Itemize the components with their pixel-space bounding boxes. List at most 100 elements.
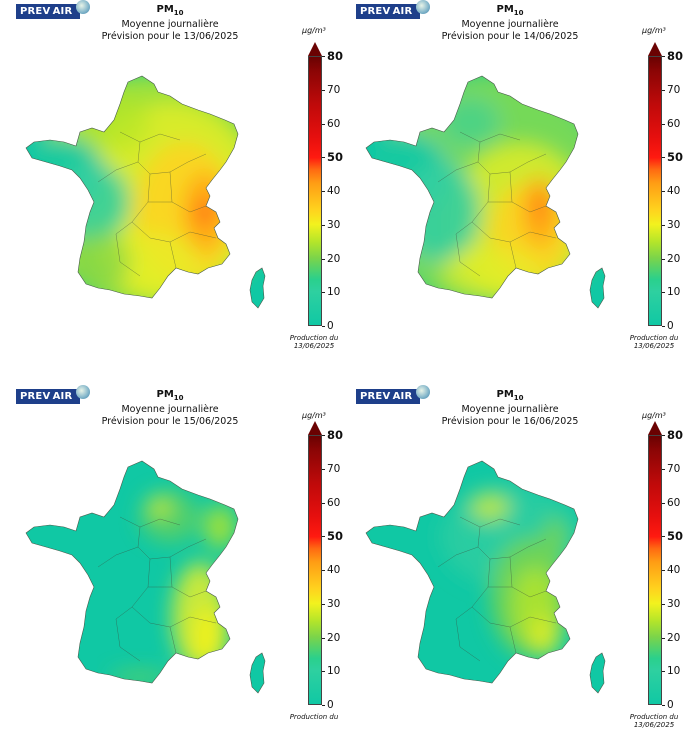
- prevair-logo: PREV AIR: [16, 0, 90, 19]
- colorbar-tick-label: 50: [667, 150, 684, 165]
- colorbar-tick-mark: [662, 637, 665, 639]
- colorbar-tick-mark: [662, 258, 665, 260]
- colorbar-tick-label: 10: [327, 286, 341, 299]
- france-pm10-map: [365, 460, 606, 694]
- corsica-outline: [249, 267, 266, 309]
- colorbar: 80 70 60 50 40 30 20 10 0: [308, 421, 343, 710]
- colorbar-tick-label: 30: [667, 597, 681, 610]
- unit-label: µg/m³: [642, 411, 666, 420]
- colorbar-tick-mark: [662, 191, 665, 192]
- map-titles: PM10 Moyenne journalière Prévision pour …: [410, 389, 610, 428]
- map-titles: PM10 Moyenne journalière Prévision pour …: [70, 4, 270, 43]
- france-pm10-map: [365, 75, 606, 309]
- colorbar-tick-mark: [322, 570, 325, 571]
- colorbar-tick-label: 40: [667, 185, 681, 197]
- average-label: Moyenne journalière: [461, 404, 559, 415]
- colorbar-tick-label: 0: [667, 699, 674, 711]
- colorbar-tick-label: 10: [667, 286, 681, 299]
- prevair-logo: PREV AIR: [16, 385, 90, 404]
- colorbar-tick-mark: [322, 56, 325, 57]
- colorbar-tick-mark: [662, 536, 665, 538]
- colorbar-arrow: [648, 421, 662, 435]
- colorbar: 80 70 60 50 40 30 20 10 0: [648, 421, 683, 710]
- colorbar-tick-label: 80: [667, 49, 684, 63]
- unit-label: µg/m³: [642, 26, 666, 35]
- colorbar-tick-label: 20: [327, 252, 341, 265]
- colorbar-tick-label: 30: [327, 597, 341, 610]
- region-borders: [437, 131, 557, 277]
- pollutant-title: PM10: [496, 389, 524, 402]
- france-pm10-map: [25, 460, 266, 694]
- forecast-date: Prévision pour le 16/06/2025: [441, 416, 579, 427]
- colorbar-tick-mark: [662, 603, 665, 605]
- france-outline: [25, 75, 239, 299]
- forecast-date: Prévision pour le 15/06/2025: [101, 416, 239, 427]
- colorbar-tick-label: 70: [327, 462, 341, 475]
- colorbar-tick-label: 30: [667, 218, 681, 231]
- colorbar-tick-label: 40: [327, 185, 341, 197]
- forecast-panel-1606: PREV AIR PM10 Moyenne journalière Prévis…: [340, 385, 683, 745]
- colorbar-tick-label: 10: [667, 665, 681, 678]
- logo-emblem-icon: [416, 385, 430, 399]
- colorbar-tick-label: 0: [327, 699, 334, 711]
- average-label: Moyenne journalière: [461, 19, 559, 30]
- map-titles: PM10 Moyenne journalière Prévision pour …: [70, 389, 270, 428]
- forecast-panel-1506: PREV AIR PM10 Moyenne journalière Prévis…: [0, 385, 343, 745]
- colorbar-tick-mark: [662, 671, 665, 673]
- colorbar-tick-mark: [322, 292, 325, 294]
- colorbar-tick-mark: [322, 123, 325, 125]
- production-label: Production du 13/06/2025: [629, 713, 679, 729]
- france-outline: [365, 75, 579, 299]
- colorbar-tick-label: 30: [327, 218, 341, 231]
- colorbar-arrow: [308, 421, 322, 435]
- corsica-outline: [589, 267, 606, 309]
- france-outline: [365, 460, 579, 684]
- forecast-date: Prévision pour le 13/06/2025: [101, 31, 239, 42]
- colorbar-tick-mark: [322, 435, 325, 436]
- colorbar-tick-mark: [662, 123, 665, 125]
- colorbar-tick-label: 60: [667, 496, 681, 509]
- colorbar-tick-mark: [322, 671, 325, 673]
- colorbar-tick-mark: [322, 191, 325, 192]
- production-label: Production du: [289, 713, 339, 721]
- region-borders: [97, 516, 217, 662]
- colorbar-tick-label: 20: [667, 631, 681, 644]
- colorbar-tick-mark: [322, 157, 325, 159]
- colorbar-tick-label: 60: [327, 117, 341, 130]
- colorbar-tick-mark: [322, 224, 325, 226]
- colorbar-tick-mark: [662, 468, 665, 470]
- colorbar-tick-label: 20: [667, 252, 681, 265]
- colorbar-gradient: [648, 435, 662, 705]
- unit-label: µg/m³: [302, 411, 326, 420]
- colorbar-tick-mark: [322, 705, 325, 706]
- colorbar-tick-label: 70: [667, 83, 681, 96]
- forecast-date: Prévision pour le 14/06/2025: [441, 31, 579, 42]
- pollutant-title: PM10: [496, 4, 524, 17]
- colorbar-tick-mark: [662, 435, 665, 436]
- colorbar-tick-mark: [322, 536, 325, 538]
- production-label: Production du 13/06/2025: [289, 334, 339, 350]
- colorbar-gradient: [308, 56, 322, 326]
- map-titles: PM10 Moyenne journalière Prévision pour …: [410, 4, 610, 43]
- colorbar-tick-mark: [662, 570, 665, 571]
- colorbar-tick-mark: [662, 292, 665, 294]
- average-label: Moyenne journalière: [121, 404, 219, 415]
- colorbar-tick-mark: [662, 326, 665, 327]
- region-borders: [97, 131, 217, 277]
- production-label: Production du 13/06/2025: [629, 334, 679, 350]
- colorbar-tick-mark: [322, 502, 325, 504]
- colorbar-tick-mark: [322, 468, 325, 470]
- prevair-logo: PREV AIR: [356, 385, 430, 404]
- region-borders: [437, 516, 557, 662]
- logo-emblem-icon: [76, 385, 90, 399]
- logo-emblem-icon: [76, 0, 90, 14]
- average-label: Moyenne journalière: [121, 19, 219, 30]
- france-pm10-map: [25, 75, 266, 309]
- colorbar-tick-label: 50: [327, 529, 344, 544]
- colorbar-tick-label: 40: [667, 564, 681, 576]
- france-outline: [25, 460, 239, 684]
- forecast-panel-1406: PREV AIR PM10 Moyenne journalière Prévis…: [340, 0, 684, 360]
- colorbar-tick-mark: [322, 603, 325, 605]
- colorbar-tick-label: 60: [327, 496, 341, 509]
- colorbar-gradient: [648, 56, 662, 326]
